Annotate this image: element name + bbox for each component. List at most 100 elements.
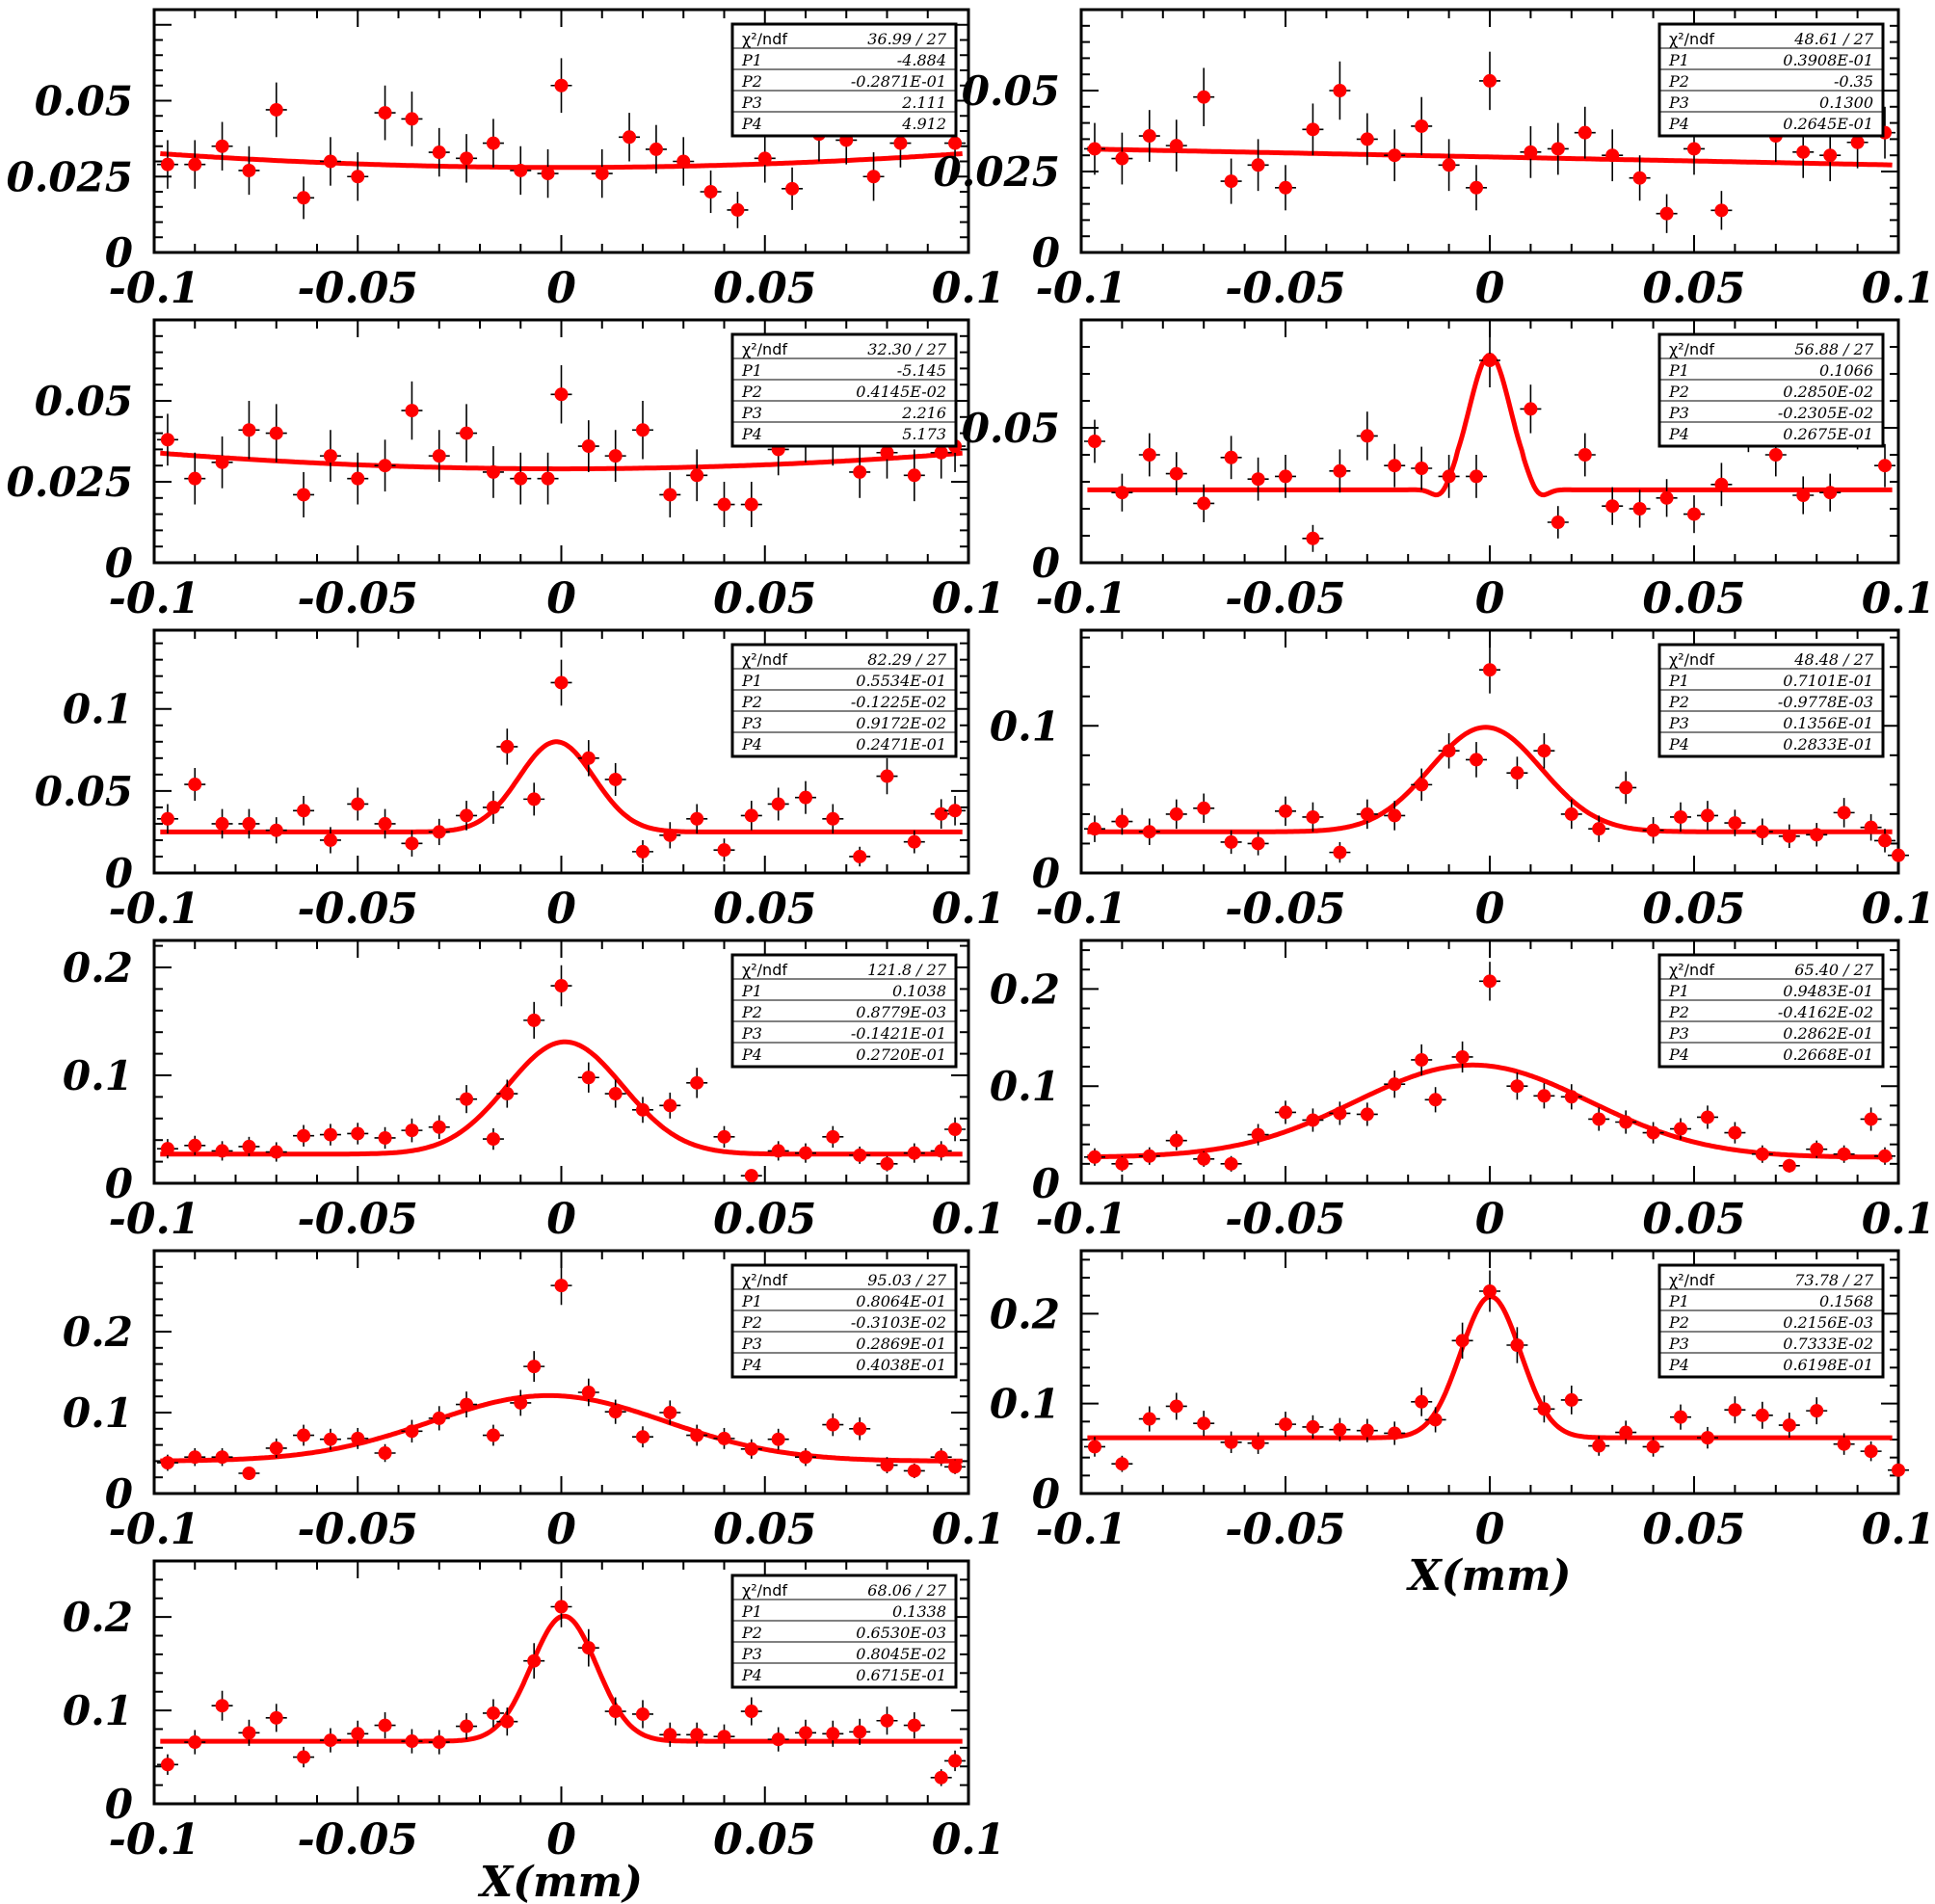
stats-label: P1 <box>1668 1292 1689 1310</box>
stats-label: P3 <box>741 93 762 112</box>
data-point <box>1438 139 1460 192</box>
marker <box>1674 1410 1688 1424</box>
stats-value: 0.6530E-03 <box>856 1624 946 1642</box>
data-point <box>374 808 396 839</box>
marker <box>188 1138 202 1152</box>
data-point <box>156 1139 178 1159</box>
stats-value: 65.40 / 27 <box>1794 961 1874 979</box>
marker <box>297 1128 311 1143</box>
data-point <box>184 1135 206 1155</box>
x-tick-label: -0.1 <box>109 885 200 934</box>
data-point <box>1533 732 1555 769</box>
marker <box>1755 1408 1769 1422</box>
marker <box>188 471 202 486</box>
data-point <box>1615 771 1637 805</box>
marker <box>623 130 637 145</box>
x-tick-label: -0.05 <box>1225 885 1345 934</box>
data-point <box>876 1706 898 1735</box>
marker <box>460 151 474 166</box>
data-point <box>1806 823 1828 847</box>
marker <box>432 145 446 160</box>
stats-value: 73.78 / 27 <box>1794 1271 1874 1289</box>
data-point <box>1560 1386 1582 1415</box>
data-point <box>1696 1426 1718 1449</box>
data-point <box>1629 489 1651 528</box>
stats-value: 48.48 / 27 <box>1793 650 1874 669</box>
data-point <box>1642 816 1664 844</box>
data-point <box>700 170 722 214</box>
data-point <box>713 838 735 862</box>
data-point <box>156 1454 178 1471</box>
x-tick-label: -0.1 <box>109 1815 200 1864</box>
data-point <box>1356 411 1378 461</box>
marker <box>1142 448 1156 462</box>
x-tick-label: -0.1 <box>1036 1195 1127 1244</box>
marker <box>1646 1440 1660 1454</box>
stats-value: 32.30 / 27 <box>867 340 947 358</box>
x-tick-label: -0.05 <box>1225 574 1345 623</box>
marker <box>405 112 419 126</box>
data-point <box>862 152 885 201</box>
y-tick-label: 0.2 <box>63 944 133 992</box>
marker <box>514 1395 528 1410</box>
data-point <box>238 1136 260 1156</box>
panel-7: -0.1 -0.05 0 0.05 0.1 0 0.1 0.2 χ²/ndf 121.8 / 27… <box>63 939 1005 1244</box>
data-point <box>1411 1387 1433 1416</box>
marker <box>771 1144 785 1158</box>
marker <box>460 1397 474 1412</box>
data-point <box>1438 732 1460 769</box>
data-point <box>456 1085 478 1114</box>
data-point <box>482 790 504 824</box>
marker <box>1087 1150 1101 1164</box>
x-tick-label: -0.05 <box>298 1195 418 1244</box>
y-tick-label: 0 <box>1032 540 1060 587</box>
marker <box>1306 1419 1320 1434</box>
marker <box>1224 834 1238 849</box>
stats-box-frame <box>1657 332 1885 448</box>
marker <box>1878 1149 1893 1163</box>
data-point <box>713 1724 735 1749</box>
stats-value: 0.8064E-01 <box>856 1292 946 1310</box>
stats-value: -0.4162E-02 <box>1778 1003 1873 1021</box>
x-tick-label: 0.05 <box>713 264 816 313</box>
marker <box>215 1699 229 1713</box>
stats-value: 0.2156E-03 <box>1783 1313 1873 1332</box>
y-tick-label: 0.05 <box>962 67 1060 115</box>
data-point <box>319 827 341 854</box>
data-point <box>1710 463 1733 507</box>
marker <box>1388 459 1402 473</box>
marker <box>1442 158 1456 172</box>
data-point <box>1520 384 1542 434</box>
data-point <box>184 1447 206 1467</box>
marker <box>1510 1338 1524 1352</box>
marker <box>1714 203 1729 218</box>
marker <box>690 1075 704 1090</box>
marker <box>1251 1436 1265 1450</box>
marker <box>1142 129 1156 144</box>
marker <box>717 1129 731 1144</box>
data-point <box>1275 796 1296 827</box>
marker <box>242 1139 256 1153</box>
data-point <box>550 659 572 706</box>
marker <box>378 816 392 831</box>
marker <box>269 102 283 117</box>
marker <box>636 423 649 437</box>
stats-label: χ²/ndf <box>742 961 787 979</box>
marker <box>405 1424 419 1439</box>
data-point <box>1329 1417 1351 1441</box>
stats-value: 0.6198E-01 <box>1783 1356 1873 1374</box>
marker <box>1796 489 1811 502</box>
marker <box>1782 1418 1796 1433</box>
marker <box>1878 833 1893 848</box>
stats-label: P4 <box>741 425 762 443</box>
marker <box>160 1758 174 1772</box>
marker <box>1442 744 1456 758</box>
data-point <box>523 1001 545 1039</box>
data-point <box>1329 841 1351 863</box>
stats-box: χ²/ndf 36.99 / 27 P1 -4.884 P2 -0.2871E-01 P3 2… <box>730 22 958 138</box>
marker <box>1659 490 1674 505</box>
marker <box>948 136 963 150</box>
data-point <box>496 1079 518 1108</box>
marker <box>690 1728 704 1742</box>
marker <box>880 769 894 783</box>
